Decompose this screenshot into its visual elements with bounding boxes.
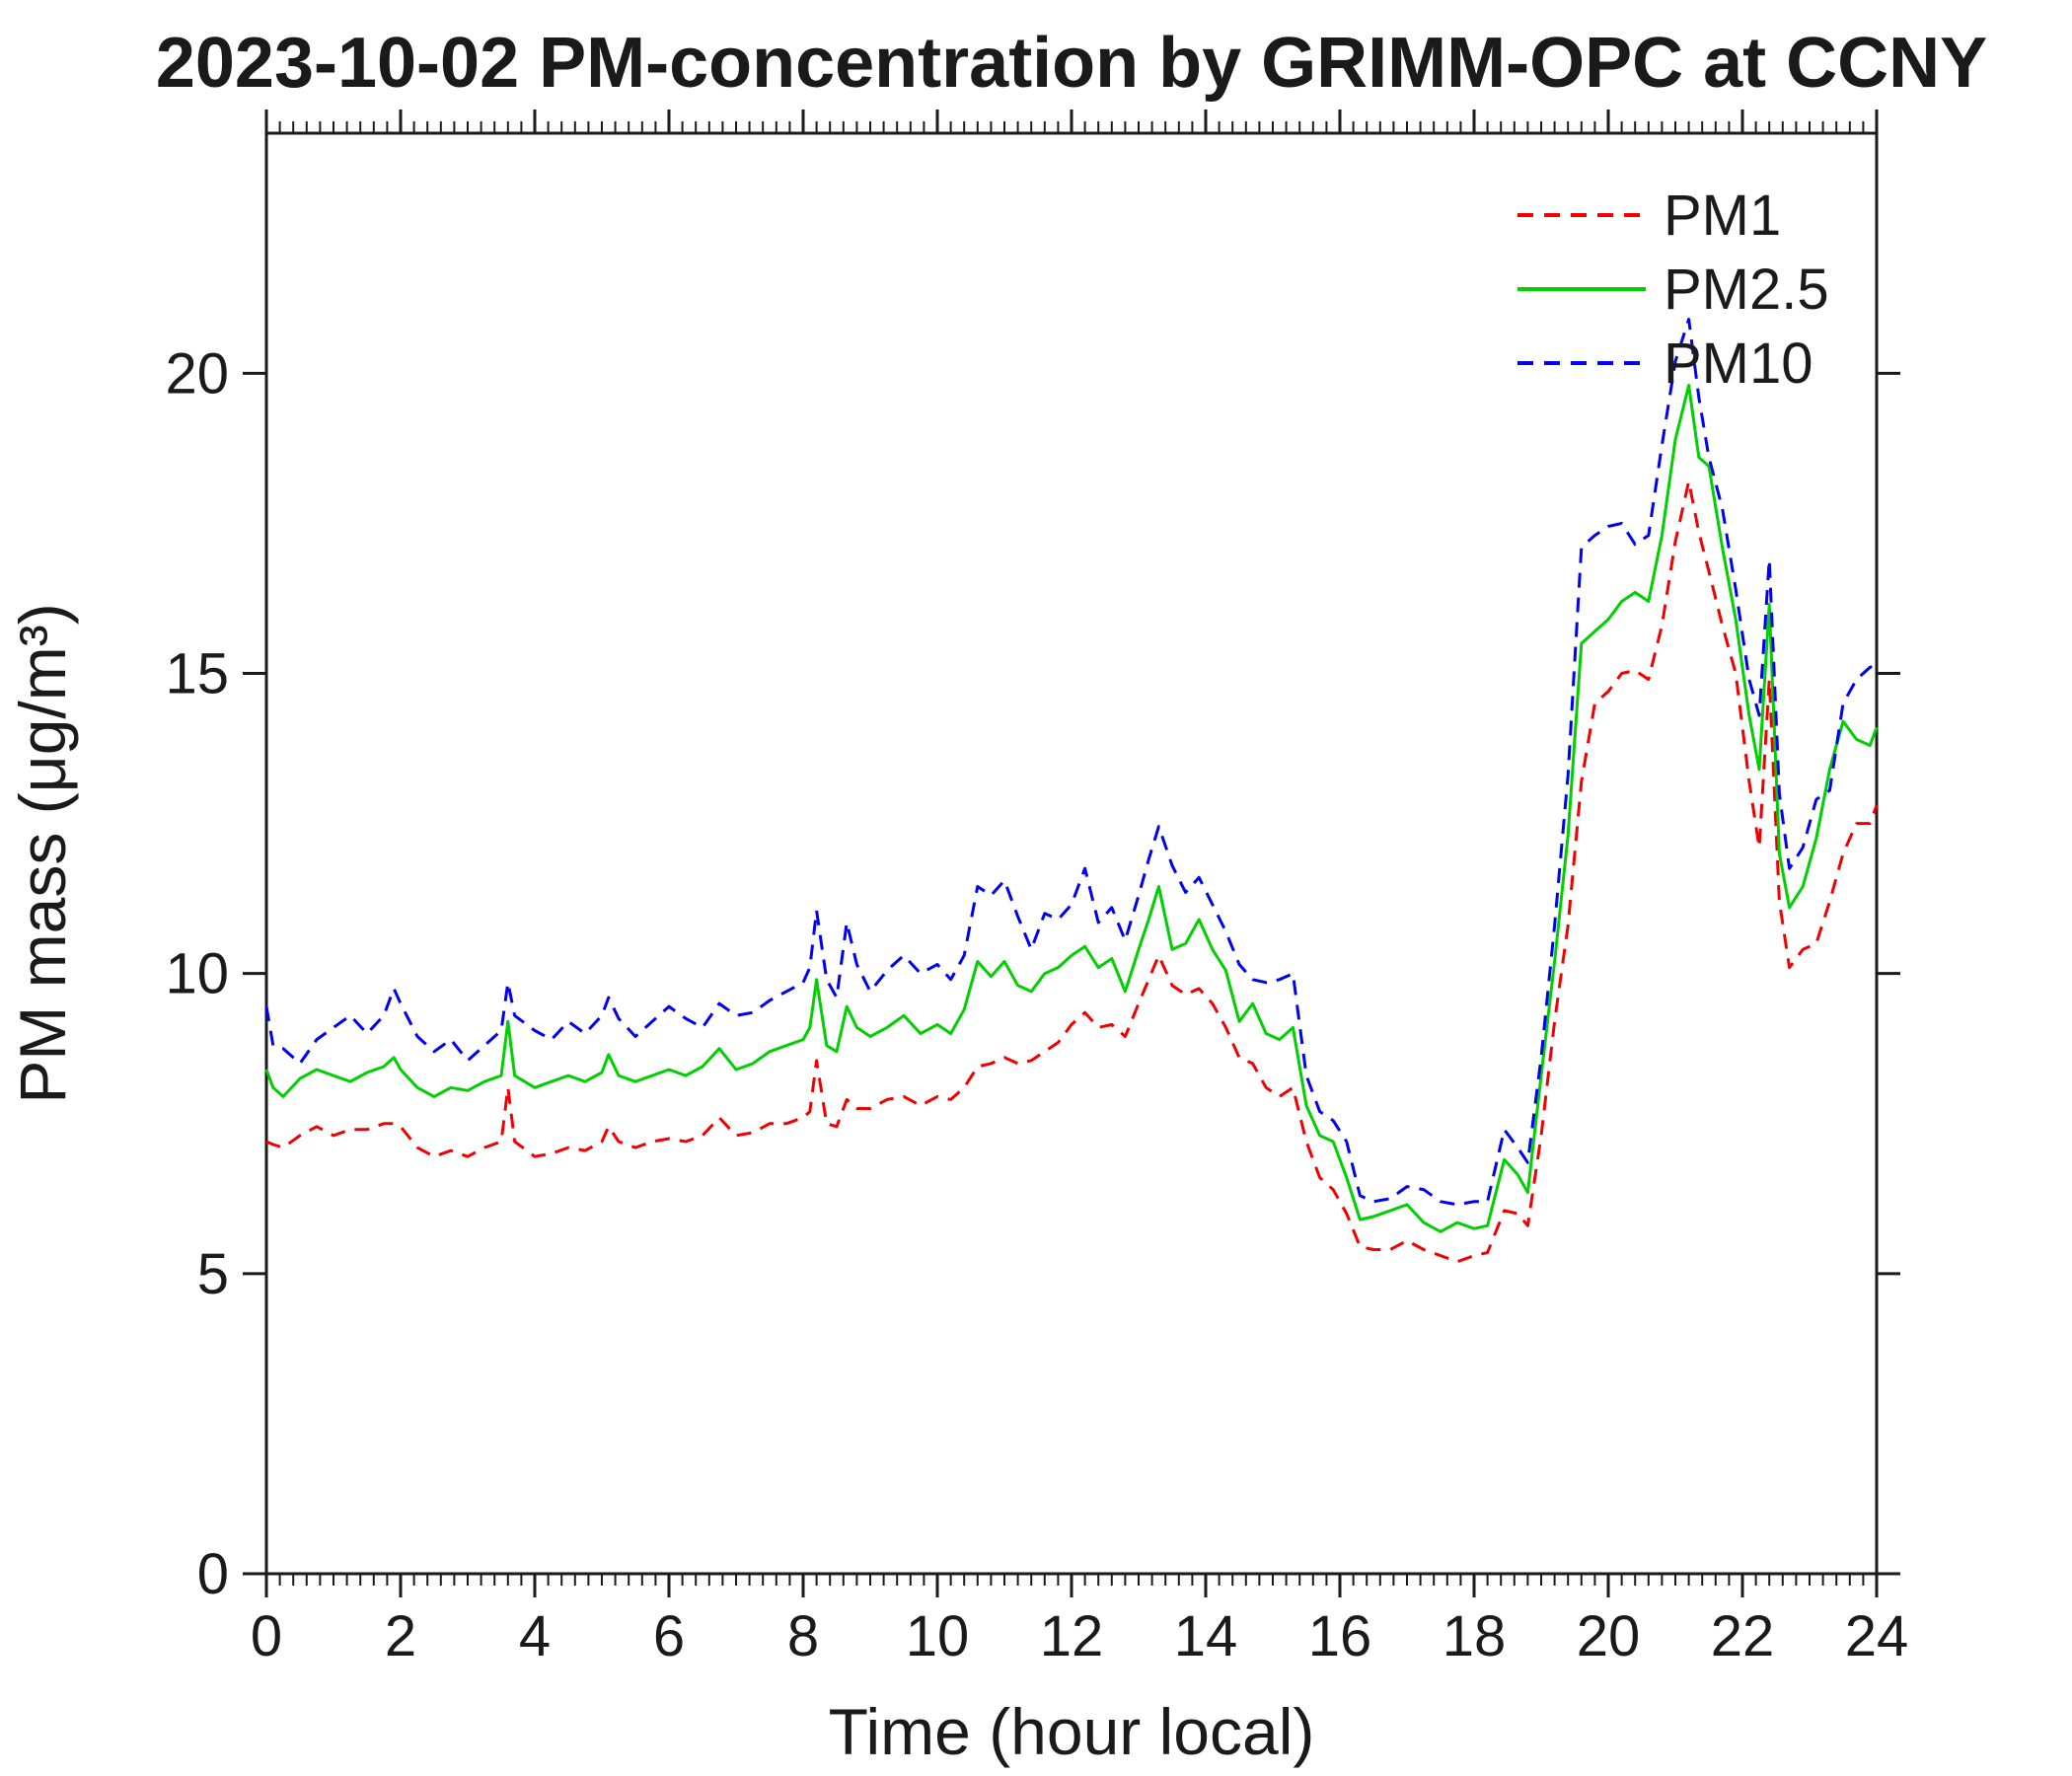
legend-label-pm25: PM2.5 <box>1664 258 1829 322</box>
y-axis-label: PM mass (μg/m³) <box>6 603 79 1103</box>
x-tick-label: 20 <box>1577 1604 1641 1668</box>
x-tick-label: 16 <box>1308 1604 1372 1668</box>
x-tick-label: 12 <box>1040 1604 1104 1668</box>
x-tick-label: 4 <box>519 1604 551 1668</box>
x-tick-label: 24 <box>1845 1604 1909 1668</box>
x-tick-label: 6 <box>653 1604 685 1668</box>
legend-label-pm10: PM10 <box>1664 332 1813 396</box>
x-minor-ticks <box>265 121 1878 1586</box>
data-series <box>264 318 1879 1264</box>
x-tick-label: 2 <box>385 1604 416 1668</box>
x-tick-label: 8 <box>787 1604 819 1668</box>
legend-label-pm1: PM1 <box>1664 184 1781 248</box>
x-axis-label: Time (hour local) <box>829 1695 1315 1768</box>
pm10-line <box>264 318 1878 1207</box>
y-tick-label: 10 <box>165 942 229 1006</box>
chart-title: 2023-10-02 PM-concentration by GRIMM-OPC… <box>156 24 1987 103</box>
y-tick-label: 15 <box>165 642 229 706</box>
axis-major-ticks <box>243 110 1900 1597</box>
y-tick-label: 0 <box>197 1542 229 1606</box>
x-tick-label: 0 <box>251 1604 282 1668</box>
x-tick-label: 14 <box>1174 1604 1238 1668</box>
y-tick-label: 20 <box>165 341 229 406</box>
x-tick-label: 10 <box>906 1604 970 1668</box>
pm25-line <box>264 384 1879 1233</box>
plot-box <box>264 131 1879 1576</box>
legend: PM1 PM2.5 PM10 <box>1517 184 1829 396</box>
x-tick-label: 22 <box>1711 1604 1775 1668</box>
x-tick-label: 18 <box>1443 1604 1507 1668</box>
pm1-line <box>265 480 1879 1264</box>
y-tick-label: 5 <box>197 1242 229 1306</box>
